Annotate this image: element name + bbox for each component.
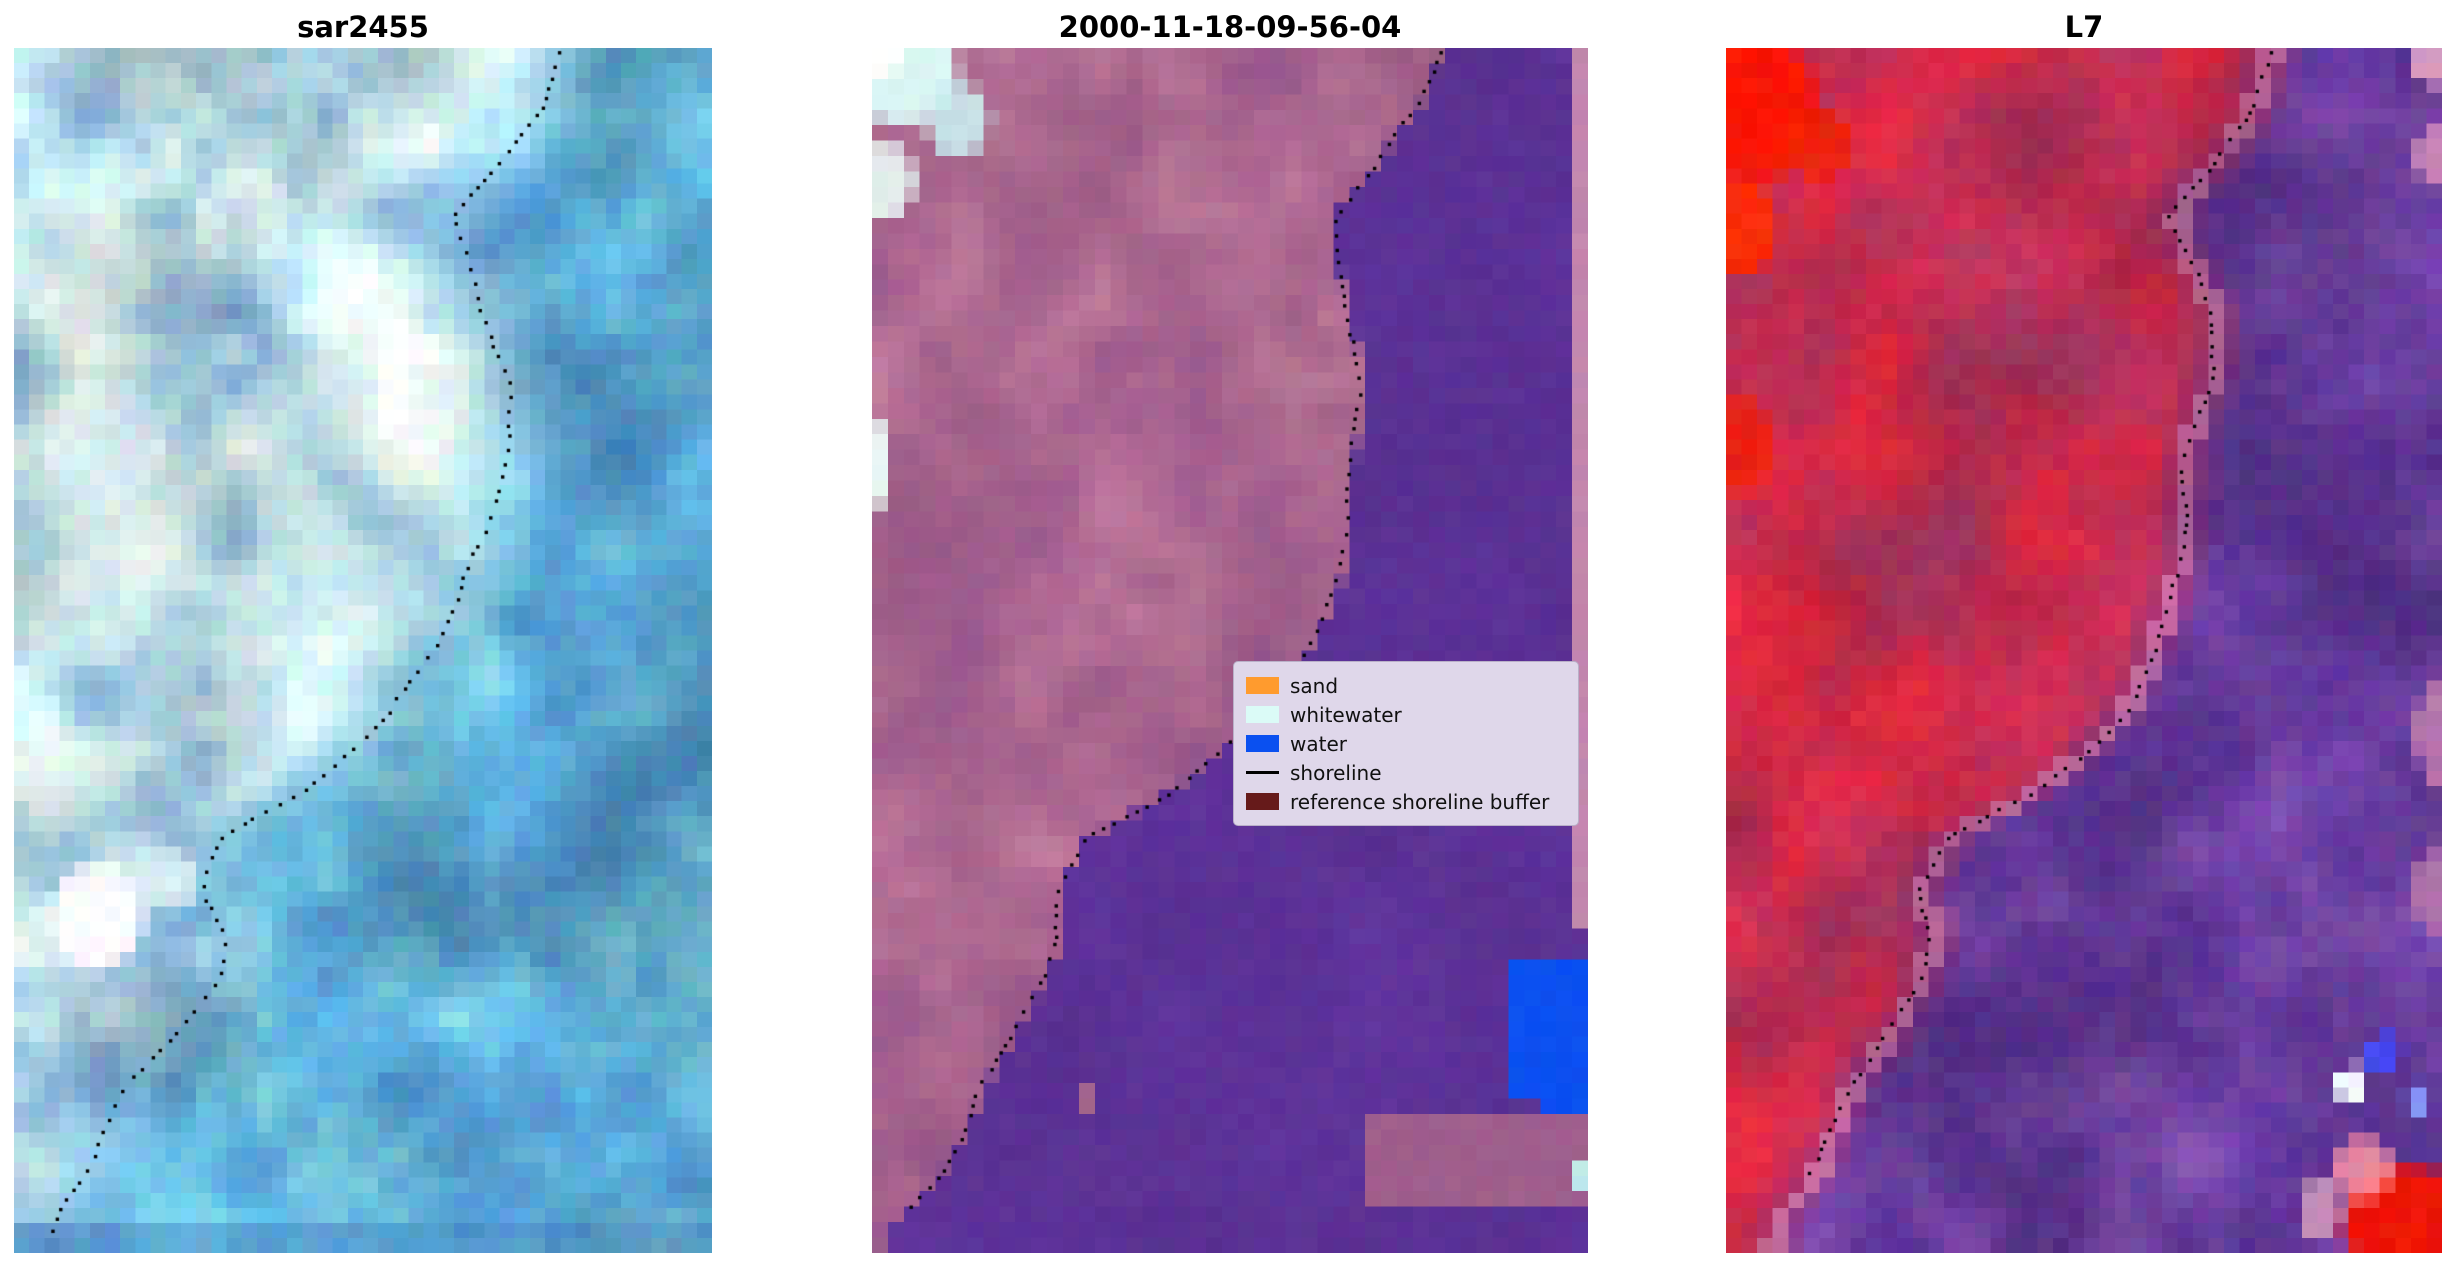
water-swatch-icon (1246, 735, 1279, 752)
classified-shoreline-dots (872, 48, 1588, 1253)
legend-label: water (1290, 731, 1347, 756)
panel-title-classified: 2000-11-18-09-56-04 (1058, 10, 1402, 44)
legend-entry: shoreline (1246, 758, 1566, 787)
legend-label: reference shoreline buffer (1290, 789, 1550, 814)
classified-image: sand whitewater water shoreline reference sh… (872, 48, 1588, 1253)
legend-label: shoreline (1290, 760, 1382, 785)
sar2455-shoreline-dots (14, 48, 712, 1253)
legend-entry: water (1246, 729, 1566, 758)
legend-entry: whitewater (1246, 700, 1566, 729)
reference-shoreline-buffer-swatch-icon (1246, 793, 1279, 810)
l7-shoreline-dots (1726, 48, 2442, 1253)
panel-title-l7: L7 (2064, 10, 2104, 44)
legend-label: sand (1290, 673, 1339, 698)
sand-swatch-icon (1246, 677, 1279, 694)
panel-sar2455: sar2455 (14, 8, 712, 1253)
legend-entries: sand whitewater water shoreline reference sh… (1246, 671, 1566, 816)
l7-image (1726, 48, 2442, 1253)
panel-classified: 2000-11-18-09-56-04 sand whitewater water s… (872, 8, 1588, 1253)
whitewater-swatch-icon (1246, 706, 1279, 723)
panel-title-sar2455: sar2455 (297, 10, 429, 44)
shoreline-swatch-icon (1246, 771, 1279, 774)
legend-entry: reference shoreline buffer (1246, 787, 1566, 816)
panel-l7: L7 (1726, 8, 2442, 1253)
legend-label: whitewater (1290, 702, 1402, 727)
sar2455-image (14, 48, 712, 1253)
class-legend: sand whitewater water shoreline reference sh… (1233, 661, 1579, 826)
legend-entry: sand (1246, 671, 1566, 700)
